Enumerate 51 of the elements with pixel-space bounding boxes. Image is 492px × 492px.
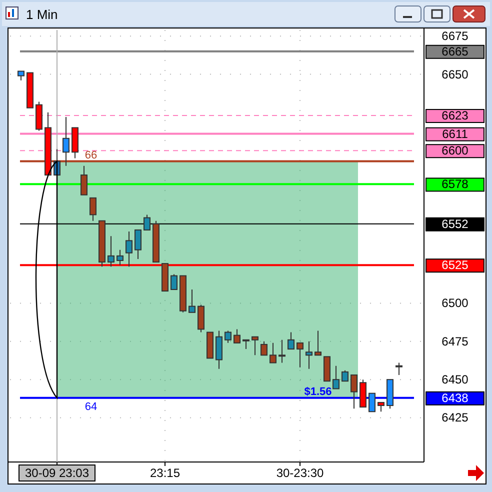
ref-line-label: 6623 [442,108,469,122]
annotation: 66 [84,149,98,162]
ref-line-label: 6600 [442,144,469,158]
candlestick [252,336,258,356]
candlestick [378,402,384,412]
candlestick [350,374,358,410]
candlestick [224,330,232,344]
candlestick [18,70,24,81]
candlestick [108,236,114,268]
candlestick [234,328,240,344]
x-tick-label: 30-23:30 [276,466,324,480]
ref-line-label: 6611 [442,126,468,141]
candlestick [288,332,294,350]
ref-line-label: 6438 [442,390,469,405]
candlestick [62,116,70,166]
y-tick-label: 6500 [442,296,469,310]
ref-line-label: 6552 [442,216,469,231]
x-tick-label: 30-09 23:03 [24,466,90,480]
candlestick [126,231,132,268]
candlestick [332,365,340,390]
annotation: 64 [84,400,98,413]
annotation: $1.56 [304,386,332,398]
candlestick [80,165,88,196]
y-tick-label: 6475 [442,334,469,348]
candlestick [260,340,268,356]
y-tick-label: 6675 [442,29,469,44]
candlestick [314,330,322,356]
ref-line-label: 6525 [442,258,469,272]
candlestick [144,214,150,230]
candlestick [368,392,376,412]
candlestick [306,340,312,370]
candlestick [188,289,196,313]
y-tick-label: 6425 [442,410,469,425]
y-tick-label: 6650 [442,67,469,82]
candlestick [270,342,276,364]
chart-title: 1 Min [26,7,58,22]
x-tick-label: 23:15 [150,466,180,480]
ref-line-label: 6578 [442,177,469,192]
candlestick [134,229,142,260]
candlestick [278,339,286,364]
candlestick [342,370,348,382]
ref-line-label: 6665 [442,44,469,58]
candlestick [216,330,222,370]
candlestick [242,339,250,350]
candlestick [296,342,304,368]
candlestick [396,362,402,376]
candlestick [170,274,178,290]
candlestick [116,249,124,266]
candlestick [90,197,96,222]
y-tick-label: 6450 [442,372,469,387]
candlestick [198,304,204,333]
